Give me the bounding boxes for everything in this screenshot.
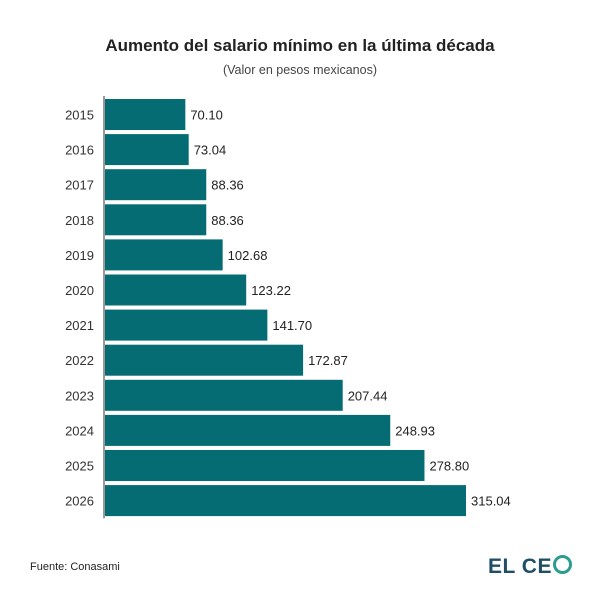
y-tick-label-2019: 2019 (65, 248, 94, 263)
value-label-2018: 88.36 (211, 213, 244, 228)
bar-2025 (105, 450, 425, 481)
bar-2023 (105, 379, 343, 411)
value-label-2019: 102.68 (228, 248, 268, 263)
bar-2020 (105, 274, 247, 306)
logo-text: EL CE (488, 555, 552, 578)
y-tick-label-2023: 2023 (65, 388, 94, 403)
value-label-2022: 172.87 (308, 353, 348, 368)
bar-2024 (105, 414, 391, 446)
value-label-2024: 248.93 (395, 423, 435, 438)
value-label-2023: 207.44 (348, 388, 388, 403)
bar-2022 (105, 344, 304, 376)
bar-2018 (105, 204, 207, 236)
value-label-2020: 123.22 (251, 283, 291, 298)
value-label-2025: 278.80 (429, 459, 469, 474)
y-tick-label-2015: 2015 (65, 108, 94, 123)
value-label-2021: 141.70 (272, 318, 312, 333)
logo-ring-icon (552, 555, 572, 574)
y-tick-label-2021: 2021 (65, 318, 94, 333)
bar-2017 (105, 169, 207, 201)
y-tick-label-2016: 2016 (65, 143, 94, 158)
bar-2016 (105, 134, 189, 166)
y-tick-label-2020: 2020 (65, 283, 94, 298)
y-tick-label-2018: 2018 (65, 213, 94, 228)
bar-2015 (105, 99, 186, 130)
bar-2021 (105, 309, 268, 341)
chart-subtitle: (Valor en pesos mexicanos) (222, 63, 377, 77)
chart-title: Aumento del salario mínimo en la última … (105, 36, 495, 55)
y-tick-label-2022: 2022 (65, 353, 94, 368)
y-tick-label-2024: 2024 (65, 423, 94, 438)
y-tick-label-2026: 2026 (65, 494, 94, 509)
bar-2019 (105, 239, 223, 271)
value-label-2026: 315.04 (471, 494, 511, 509)
value-label-2017: 88.36 (211, 178, 244, 193)
source-note: Fuente: Conasami (30, 561, 120, 573)
bar-2026 (105, 485, 466, 517)
y-tick-label-2025: 2025 (65, 459, 94, 474)
y-tick-label-2017: 2017 (65, 178, 94, 193)
value-label-2015: 70.10 (190, 108, 223, 123)
value-label-2016: 73.04 (194, 143, 227, 158)
el-ceo-logo: EL CE (488, 555, 572, 579)
